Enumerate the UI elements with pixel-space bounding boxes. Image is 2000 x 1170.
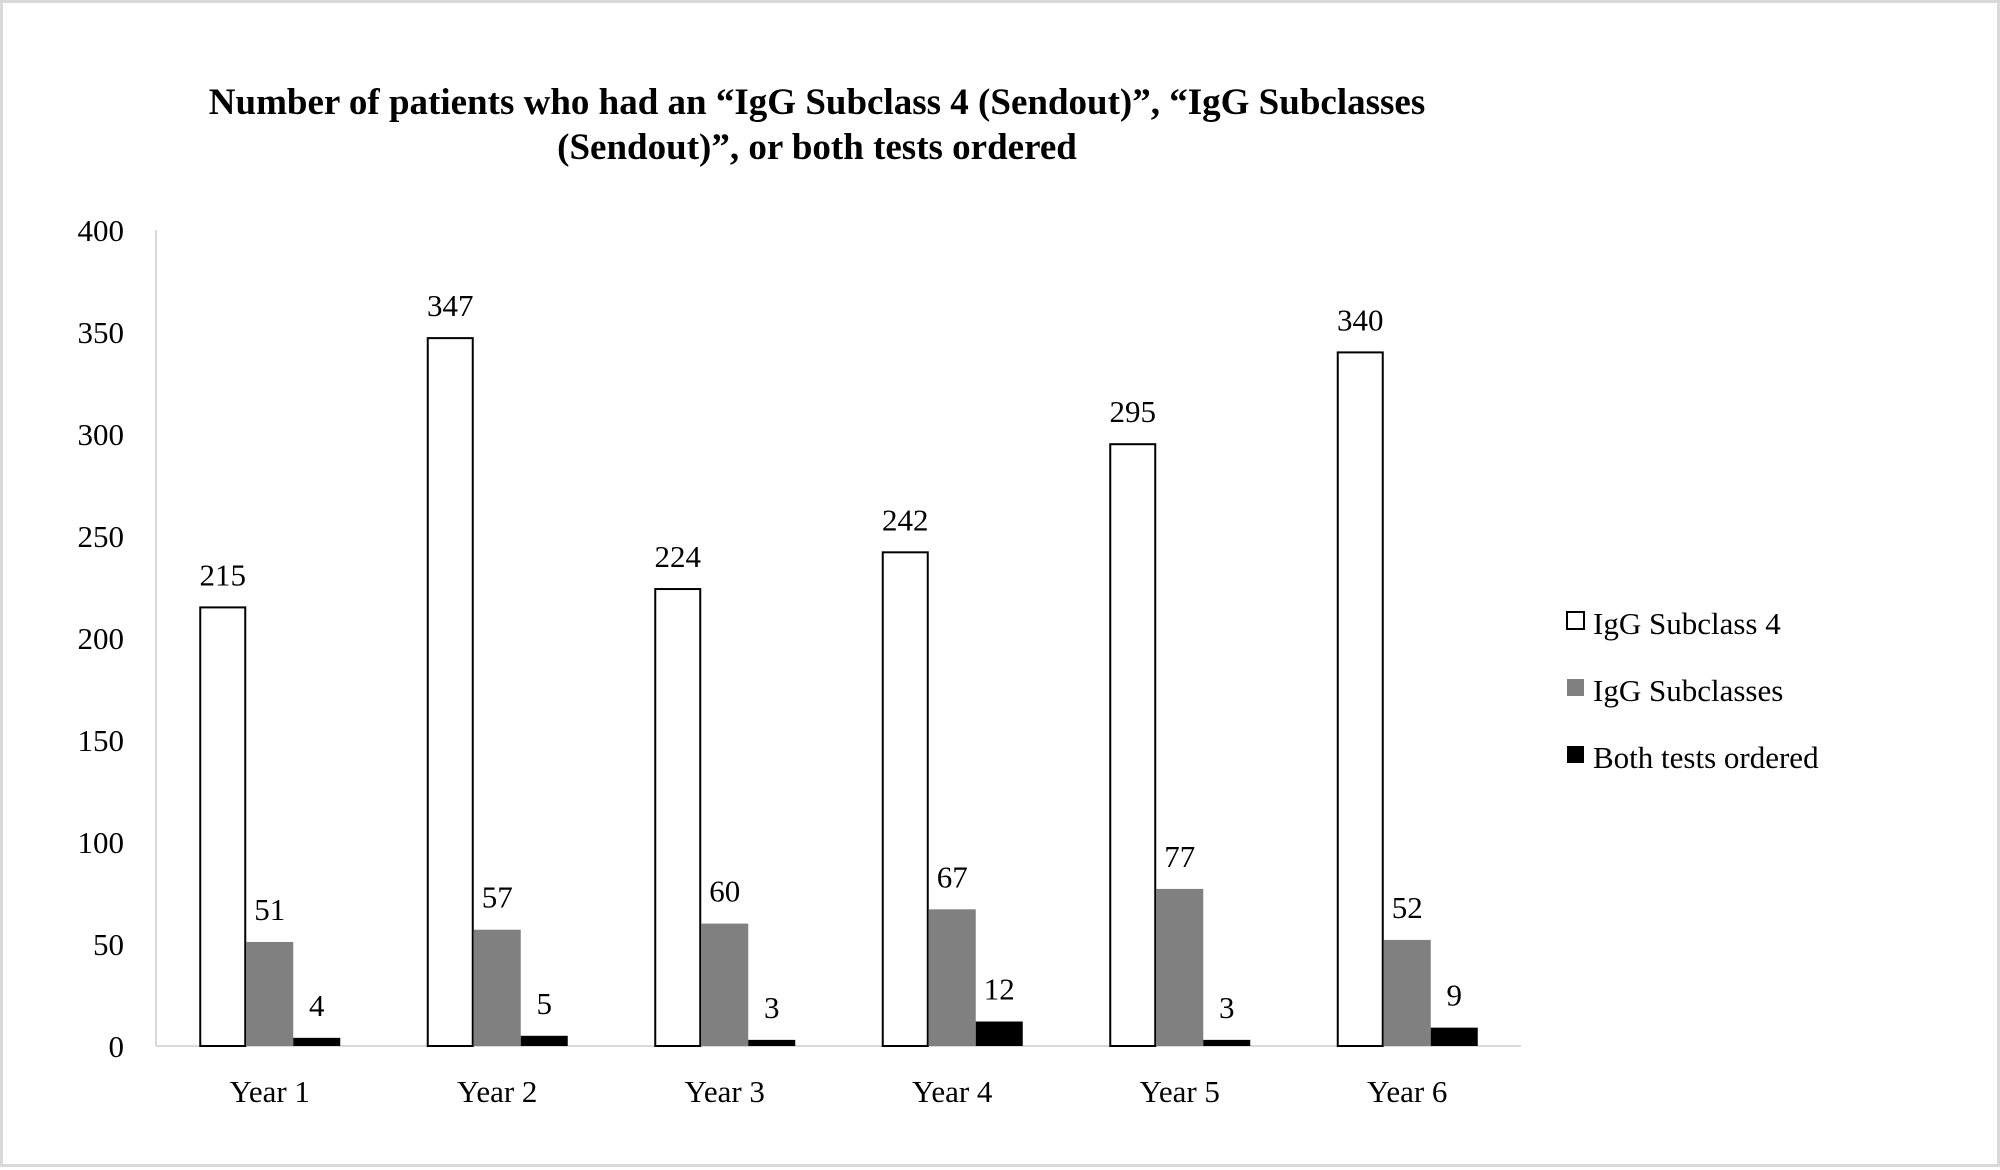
bar-igg-subclasses <box>1156 888 1204 1046</box>
x-tick-label: Year 4 <box>912 1074 993 1109</box>
bar-both-tests-ordered <box>748 1039 796 1046</box>
data-label: 67 <box>937 859 968 894</box>
bar-igg-subclasses <box>701 923 749 1046</box>
legend-label: IgG Subclasses <box>1593 673 1783 708</box>
y-tick-label: 350 <box>78 315 125 350</box>
data-label: 57 <box>482 880 513 915</box>
legend-label: IgG Subclass 4 <box>1593 606 1781 641</box>
legend-swatch <box>1566 611 1585 630</box>
chart-title-line-1: Number of patients who had an “IgG Subcl… <box>209 82 1425 123</box>
legend-swatch <box>1567 746 1584 763</box>
legend-label: Both tests ordered <box>1593 740 1819 775</box>
data-label: 60 <box>709 874 740 909</box>
bar-both-tests-ordered <box>520 1035 568 1046</box>
data-label: 3 <box>1219 990 1235 1025</box>
bar-both-tests-ordered <box>293 1037 341 1046</box>
y-tick-label: 50 <box>93 927 124 962</box>
x-tick-label: Year 1 <box>230 1074 310 1109</box>
x-tick-label: Year 5 <box>1140 1074 1220 1109</box>
y-tick-label: 150 <box>78 723 125 758</box>
data-label: 3 <box>764 990 780 1025</box>
bar-chart: Number of patients who had an “IgG Subcl… <box>78 82 1820 1109</box>
chart-title-line-2: (Sendout)”, or both tests ordered <box>557 127 1077 168</box>
data-label: 224 <box>655 539 702 574</box>
y-tick-label: 300 <box>78 417 125 452</box>
bar-both-tests-ordered <box>975 1021 1023 1046</box>
data-label: 52 <box>1392 890 1423 925</box>
bar-igg-subclass-4 <box>1336 351 1384 1047</box>
bar-igg-subclass-4 <box>881 551 929 1047</box>
y-tick-label: 200 <box>78 621 125 656</box>
y-tick-label: 400 <box>78 213 125 248</box>
data-label: 12 <box>984 972 1015 1007</box>
bar-igg-subclasses <box>473 929 521 1046</box>
bar-igg-subclasses <box>246 941 294 1046</box>
legend-swatch <box>1567 679 1584 696</box>
bar-both-tests-ordered <box>1203 1039 1251 1046</box>
bar-igg-subclasses <box>1383 939 1431 1046</box>
x-tick-label: Year 3 <box>685 1074 765 1109</box>
data-label: 215 <box>200 557 247 592</box>
y-tick-label: 100 <box>78 825 125 860</box>
bar-igg-subclass-4 <box>199 606 247 1048</box>
data-label: 9 <box>1447 978 1463 1013</box>
bar-igg-subclass-4 <box>1109 443 1157 1047</box>
data-label: 347 <box>427 288 474 323</box>
bar-both-tests-ordered <box>1430 1027 1478 1046</box>
x-tick-label: Year 6 <box>1367 1074 1447 1109</box>
data-label: 5 <box>537 986 553 1021</box>
data-label: 340 <box>1337 302 1384 337</box>
bar-igg-subclass-4 <box>426 337 474 1047</box>
x-tick-label: Year 2 <box>457 1074 537 1109</box>
bar-igg-subclass-4 <box>654 588 702 1047</box>
data-label: 295 <box>1110 394 1157 429</box>
data-label: 242 <box>882 502 929 537</box>
y-tick-label: 250 <box>78 519 125 554</box>
y-tick-label: 0 <box>109 1029 125 1064</box>
data-label: 77 <box>1164 839 1195 874</box>
bar-igg-subclasses <box>928 909 976 1046</box>
data-label: 4 <box>309 988 325 1023</box>
data-label: 51 <box>254 892 285 927</box>
